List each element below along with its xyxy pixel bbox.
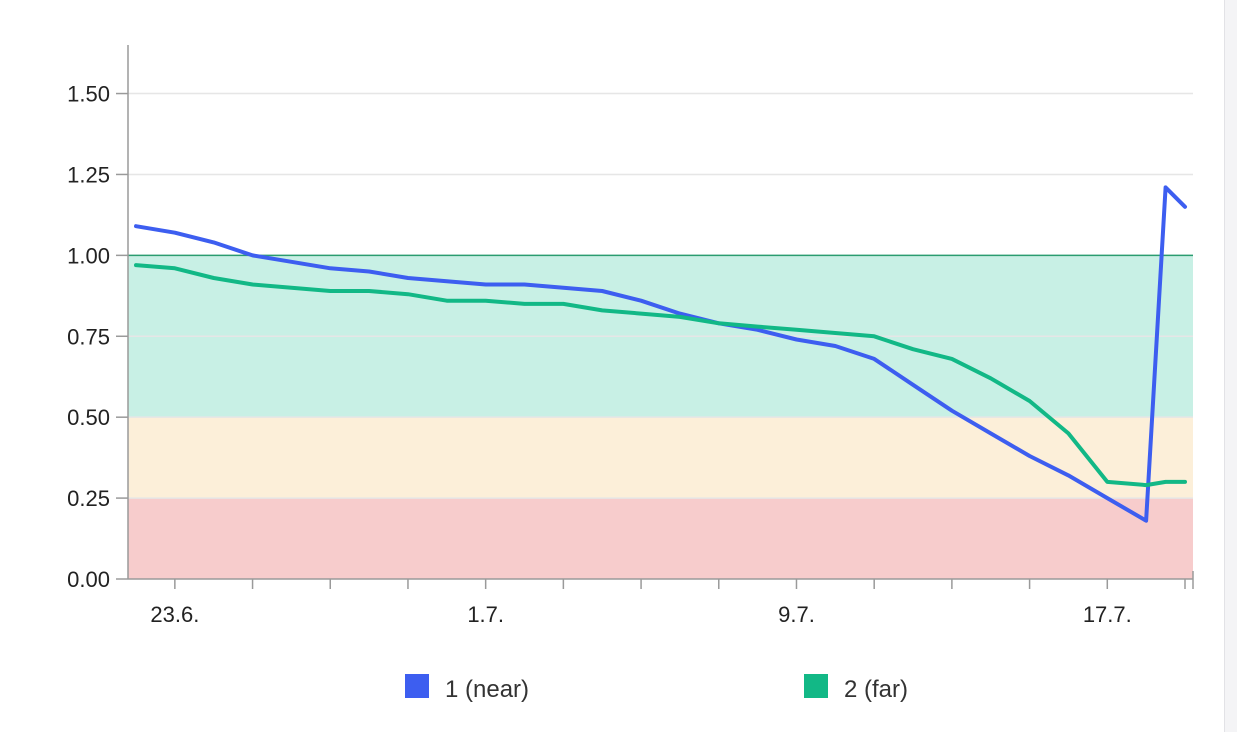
legend-swatch-1 xyxy=(405,674,429,698)
series-lines xyxy=(134,185,1187,523)
y-tick-label: 0.75 xyxy=(67,324,110,349)
y-tick-label: 1.00 xyxy=(67,243,110,268)
series-line-2 xyxy=(134,263,1187,488)
y-tick-label: 1.25 xyxy=(67,162,110,187)
legend: 1 (near) 2 (far) xyxy=(405,674,908,703)
y-tick-label: 0.50 xyxy=(67,405,110,430)
axes xyxy=(116,45,1194,589)
y-tick-label: 0.25 xyxy=(67,486,110,511)
legend-label-1: 1 (near) xyxy=(445,676,529,703)
y-tick-label: 0.00 xyxy=(67,567,110,592)
x-axis-tick-labels: 23.6. 1.7. 9.7. 17.7. xyxy=(150,602,1131,627)
x-tick-label: 1.7. xyxy=(467,602,504,627)
legend-label-2: 2 (far) xyxy=(844,676,908,703)
band-0 xyxy=(128,498,1193,579)
y-axis-tick-labels: 0.00 0.25 0.50 0.75 1.00 1.25 1.50 xyxy=(67,82,110,592)
x-tick-label: 9.7. xyxy=(778,602,815,627)
x-tick-label: 23.6. xyxy=(150,602,199,627)
x-tick-label: 17.7. xyxy=(1083,602,1132,627)
band-1 xyxy=(128,417,1193,499)
scrollbar-track[interactable] xyxy=(1224,0,1237,732)
series-line-1 xyxy=(134,185,1187,523)
y-tick-label: 1.50 xyxy=(67,82,110,107)
legend-swatch-2 xyxy=(804,674,828,698)
